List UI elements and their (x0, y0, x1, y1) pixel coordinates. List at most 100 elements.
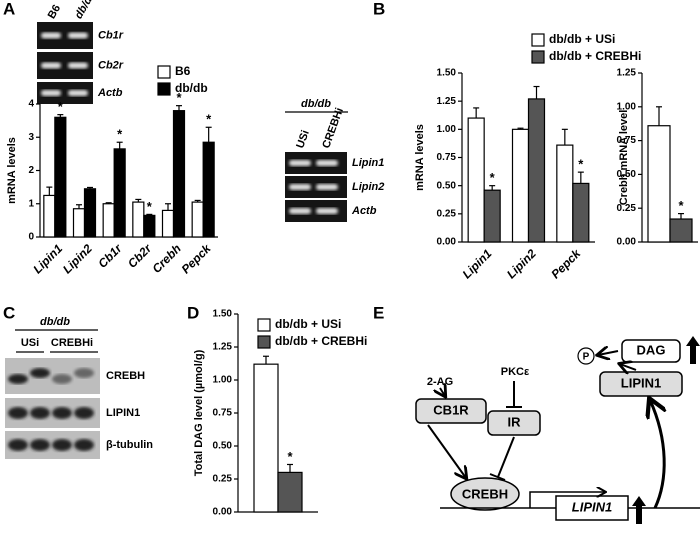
inhibit (497, 436, 515, 478)
arrow (650, 400, 664, 509)
gel-band (289, 208, 311, 214)
legend-swatch (531, 33, 545, 47)
gene-box (555, 495, 629, 521)
significance: * (117, 127, 123, 142)
significance: * (678, 198, 684, 213)
bar (172, 110, 186, 238)
node-label: CREBH (462, 486, 508, 501)
significance: * (147, 199, 153, 214)
band-label: Cb2r (98, 59, 124, 71)
x-tick-label: Lipin1 (460, 246, 495, 281)
legend-swatch (257, 318, 271, 332)
gel-band (41, 90, 61, 96)
y-tick-label: 0.75 (437, 152, 457, 163)
bar (467, 117, 485, 243)
panel-label: A (3, 0, 15, 18)
promoter-arrow (529, 492, 605, 508)
bar (511, 128, 530, 243)
x-tick-label: Lipin2 (60, 241, 95, 276)
gel-band (68, 32, 88, 39)
gel-band (289, 184, 311, 190)
y-axis-title: Total DAG level (µmol/g) (193, 349, 205, 476)
bar (647, 125, 671, 243)
node-box (599, 371, 683, 397)
node-box (487, 410, 541, 436)
legend-swatch (157, 82, 171, 96)
x-tick-label: Pepck (548, 246, 584, 282)
y-tick-label: 0.25 (617, 203, 637, 214)
y-tick-label: 1.00 (617, 101, 637, 112)
y-tick-label: 1.25 (213, 342, 233, 353)
arrow (620, 364, 637, 370)
y-tick-label: 0.50 (213, 441, 233, 452)
blot-band (30, 439, 50, 451)
arrow (440, 388, 445, 396)
blot-band (52, 374, 72, 384)
legend-label: db/db + CREBHi (549, 49, 641, 63)
legend-swatch (257, 335, 271, 349)
blot-band (30, 368, 50, 378)
legend-label: db/db + CREBHi (275, 334, 367, 348)
blot-band (30, 407, 50, 419)
bar (143, 214, 156, 238)
gel-band (41, 32, 61, 39)
band-label: CREBH (106, 370, 145, 382)
bar (556, 144, 574, 243)
lane-label: db/db (73, 0, 98, 21)
y-tick-label: 0.75 (213, 408, 233, 419)
significance: * (176, 90, 182, 105)
node-label: LIPIN1 (572, 499, 612, 514)
blot-band (8, 439, 28, 451)
y-tick-label: 0.50 (617, 169, 637, 180)
bar (43, 194, 56, 238)
band-label: Actb (351, 205, 377, 217)
y-tick-label: 0.75 (617, 135, 637, 146)
legend-label: db/db (175, 81, 208, 95)
arrow (427, 424, 466, 478)
y-tick-label: 3 (28, 132, 34, 143)
gel-lane-strip (37, 82, 93, 104)
node-label: P (583, 352, 590, 363)
y-tick-label: 1.50 (213, 309, 233, 320)
node-label: PKCε (501, 366, 530, 378)
bar (132, 201, 145, 238)
gel-band (316, 160, 338, 166)
bar (191, 201, 204, 238)
bar (161, 209, 175, 238)
x-tick-label: Lipin1 (30, 241, 65, 276)
y-tick-label: 0.25 (437, 208, 457, 219)
gel-band (316, 208, 338, 214)
blot-band (52, 439, 72, 451)
legend-label: db/db + USi (275, 317, 341, 331)
bar (669, 218, 693, 243)
bar (54, 116, 67, 238)
significance: * (490, 170, 496, 185)
lane-label: CREBHi (51, 337, 93, 349)
x-tick-label: Crebh (149, 241, 183, 275)
y-tick-label: 4 (28, 99, 34, 110)
blot-band (8, 407, 28, 419)
y-tick-label: 0.00 (617, 237, 637, 248)
bar (202, 141, 215, 238)
band-label: LIPIN1 (106, 407, 140, 419)
node-label: CB1R (433, 402, 469, 417)
significance: * (206, 112, 212, 127)
y-axis-title: mRNA levels (6, 137, 18, 204)
y-tick-label: 0.00 (437, 237, 457, 248)
blot-band (8, 374, 28, 384)
band-label: β-tubulin (106, 439, 153, 451)
gel-band (68, 90, 88, 96)
group-label: db/db (40, 316, 70, 328)
bar (572, 182, 590, 243)
blot-band (74, 368, 94, 378)
node-label: 2-AG (427, 376, 453, 388)
panel-label: D (187, 303, 199, 322)
gel-band (68, 62, 88, 69)
y-tick-label: 0.00 (213, 507, 233, 518)
bar (113, 148, 126, 238)
y-tick-label: 1.25 (437, 96, 457, 107)
bar (253, 363, 279, 513)
inhibit-bar (489, 473, 506, 481)
bar (72, 208, 86, 238)
significance: * (578, 157, 584, 172)
